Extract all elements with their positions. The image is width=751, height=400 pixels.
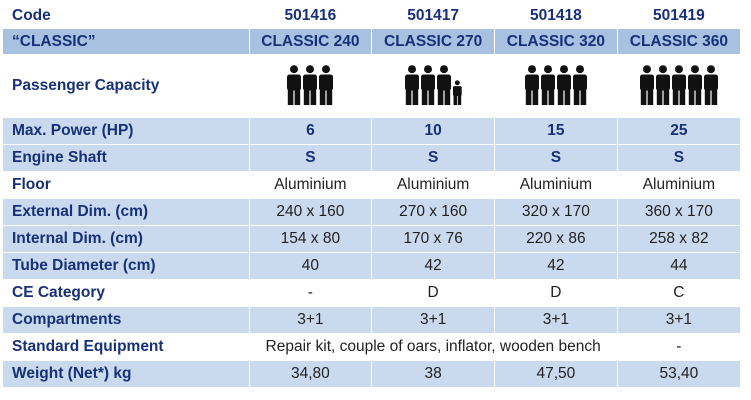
standard-equipment-value: Repair kit, couple of oars, inflator, wo… [249,333,618,361]
person-icon [671,65,686,105]
person-icon [436,65,451,105]
spec-value: 3+1 [249,306,373,334]
spec-label: CE Category [3,279,250,307]
person-icon [556,65,571,105]
model-code: 501417 [371,3,495,29]
spec-row: Internal Dim. (cm) 154 x 80 170 x 76 220… [3,225,740,253]
model-name: CLASSIC 360 [617,28,740,55]
spec-label: Internal Dim. (cm) [3,225,250,253]
model-code: 501418 [494,3,618,29]
passenger-capacity-cell [371,54,495,118]
spec-row: Compartments 3+1 3+1 3+1 3+1 [3,306,740,334]
spec-label: Tube Diameter (cm) [3,252,250,280]
spec-value: S [371,144,495,172]
model-name-row: “CLASSIC” CLASSIC 240 CLASSIC 270 CLASSI… [3,28,740,55]
spec-value: S [249,144,373,172]
spec-value: 25 [617,117,740,145]
spec-label: Max. Power (HP) [3,117,250,145]
spec-label: Floor [3,171,250,199]
standard-equipment-row: Standard Equipment Repair kit, couple of… [3,333,740,361]
person-icon [303,65,318,105]
spec-label: External Dim. (cm) [3,198,250,226]
spec-value: Aluminium [617,171,740,199]
spec-value: C [617,279,740,307]
spec-value: 3+1 [617,306,740,334]
spec-value: D [371,279,495,307]
spec-row: CE Category - D D C [3,279,740,307]
spec-value: 34,80 [249,360,373,388]
model-code: 501419 [617,3,740,29]
spec-value: 53,40 [617,360,740,388]
spec-row: Tube Diameter (cm) 40 42 42 44 [3,252,740,280]
person-icon [287,65,302,105]
spec-value: Aluminium [249,171,373,199]
spec-value: Aluminium [371,171,495,199]
spec-row: Floor Aluminium Aluminium Aluminium Alum… [3,171,740,199]
person-icon [452,80,462,105]
passenger-capacity-cell [494,54,618,118]
spec-row: Max. Power (HP) 6 10 15 25 [3,117,740,145]
spec-value: 10 [371,117,495,145]
spec-value: 6 [249,117,373,145]
spec-value: 154 x 80 [249,225,373,253]
spec-value: 42 [494,252,618,280]
model-name: CLASSIC 270 [371,28,495,55]
spec-label: Engine Shaft [3,144,250,172]
spec-label: Compartments [3,306,250,334]
weight-row: Weight (Net*) kg 34,80 38 47,50 53,40 [3,360,740,388]
code-label: Code [3,3,250,29]
spec-value: - [249,279,373,307]
series-label: “CLASSIC” [3,28,250,55]
passenger-pictogram-icon [287,65,334,105]
passenger-capacity-label: Passenger Capacity [3,54,250,118]
passenger-capacity-cell [249,54,373,118]
person-icon [524,65,539,105]
spec-value: 47,50 [494,360,618,388]
model-code: 501416 [249,3,373,29]
code-row: Code 501416 501417 501418 501419 [3,3,740,29]
spec-value: 3+1 [494,306,618,334]
person-icon [655,65,670,105]
model-name: CLASSIC 240 [249,28,373,55]
spec-value: 240 x 160 [249,198,373,226]
person-icon [319,65,334,105]
model-name: CLASSIC 320 [494,28,618,55]
spec-value: 320 x 170 [494,198,618,226]
spec-value: 270 x 160 [371,198,495,226]
passenger-capacity-row: Passenger Capacity [3,54,740,118]
person-icon [404,65,419,105]
passenger-pictogram-icon [639,65,718,105]
specification-table: Code 501416 501417 501418 501419 “CLASSI… [3,3,740,388]
spec-label: Weight (Net*) kg [3,360,250,388]
person-icon [639,65,654,105]
spec-value: S [494,144,618,172]
spec-value: 3+1 [371,306,495,334]
spec-row: Engine Shaft S S S S [3,144,740,172]
spec-value: 170 x 76 [371,225,495,253]
spec-value: S [617,144,740,172]
person-icon [572,65,587,105]
spec-value: D [494,279,618,307]
spec-value: 220 x 86 [494,225,618,253]
spec-value: 38 [371,360,495,388]
person-icon [420,65,435,105]
spec-value: 44 [617,252,740,280]
spec-value: 42 [371,252,495,280]
person-icon [703,65,718,105]
person-icon [687,65,702,105]
spec-value: 360 x 170 [617,198,740,226]
spec-value: 258 x 82 [617,225,740,253]
spec-value: 40 [249,252,373,280]
person-icon [540,65,555,105]
spec-value: Aluminium [494,171,618,199]
passenger-capacity-cell [617,54,740,118]
passenger-pictogram-icon [404,65,462,105]
spec-label: Standard Equipment [3,333,250,361]
spec-row: External Dim. (cm) 240 x 160 270 x 160 3… [3,198,740,226]
standard-equipment-value: - [617,333,740,361]
spec-value: 15 [494,117,618,145]
passenger-pictogram-icon [524,65,587,105]
